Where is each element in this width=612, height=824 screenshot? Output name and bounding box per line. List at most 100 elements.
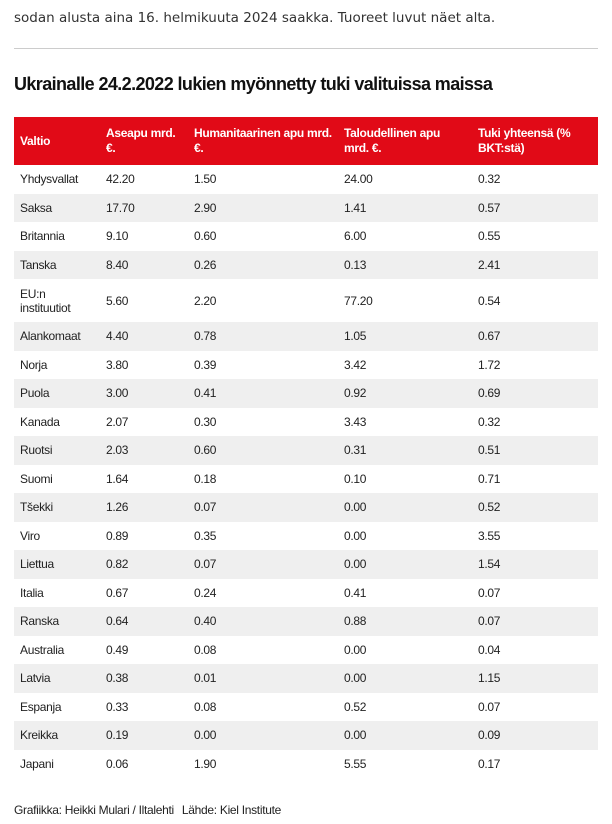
country-cell: Yhdysvallat (20, 172, 79, 187)
table-row: Suomi 1.64 0.18 0.10 0.71 (14, 465, 598, 494)
value-cell: 0.38 (100, 664, 188, 693)
table-row: Britannia 9.10 0.60 6.00 0.55 (14, 222, 598, 251)
value-cell: 0.19 (100, 721, 188, 750)
value-cell: 0.00 (338, 664, 472, 693)
value-cell: 3.00 (100, 379, 188, 408)
country-cell: Italia (20, 585, 44, 600)
value-cell: 1.50 (194, 172, 217, 187)
value-cell: 2.41 (472, 250, 598, 279)
table-row: Saksa 17.70 2.90 1.41 0.57 (14, 193, 598, 222)
header-cell: Humanitaarinen apu mrd. €. (188, 117, 338, 165)
value-cell: 1.05 (338, 322, 472, 351)
footer: Grafiikka: Heikki Mulari / Iltalehti Lähd… (14, 803, 281, 817)
header-cell: Tuki yhteensä (% BKT:stä) (472, 117, 598, 165)
source: Lähde: Kiel Institute (181, 803, 282, 817)
country-cell: Liettua (14, 550, 100, 579)
value-cell: 0.52 (344, 699, 367, 714)
value-cell: 0.17 (478, 756, 501, 771)
value-cell: 0.00 (188, 721, 338, 750)
country-cell: Kanada (20, 414, 60, 429)
value-cell: 24.00 (344, 172, 373, 187)
value-cell: 0.09 (472, 721, 598, 750)
table-row: Viro 0.89 0.35 0.00 3.55 (14, 522, 598, 551)
value-cell: 0.64 (100, 607, 188, 636)
header-cell: Taloudellinen apu mrd. €. (338, 117, 472, 165)
value-cell: 0.00 (338, 493, 472, 522)
country-cell: Alankomaat (14, 322, 100, 351)
value-cell: 0.35 (194, 528, 217, 543)
value-cell: 0.92 (338, 379, 472, 408)
value-cell: 2.03 (100, 436, 188, 465)
table-row: Kanada 2.07 0.30 3.43 0.32 (14, 408, 598, 437)
value-cell: 6.00 (344, 229, 367, 244)
value-cell: 0.00 (338, 550, 472, 579)
value-cell: 0.57 (472, 193, 598, 222)
intro-text: sodan alusta aina 16. helmikuuta 2024 sa… (14, 10, 496, 26)
table-row: Liettua 0.82 0.07 0.00 1.54 (14, 550, 598, 579)
value-cell: 0.89 (106, 528, 129, 543)
value-cell: 8.40 (100, 250, 188, 279)
value-cell: 77.20 (344, 293, 373, 308)
value-cell: 0.54 (478, 293, 501, 308)
value-cell: 4.40 (100, 322, 188, 351)
table-title: Ukrainalle 24.2.2022 lukien myönnetty tu… (14, 74, 493, 94)
country-cell: EU:n instituutiot (20, 286, 71, 315)
value-cell: 3.42 (344, 357, 367, 372)
table-row: Tšekki 1.26 0.07 0.00 0.52 (14, 493, 598, 522)
value-cell: 0.08 (194, 642, 217, 657)
header-cell: Aseapu mrd. €. (100, 117, 188, 165)
table-row: Tanska 8.40 0.26 0.13 2.41 (14, 250, 598, 279)
country-cell: Viro (20, 528, 40, 543)
value-cell: 0.07 (478, 585, 501, 600)
value-cell: 9.10 (106, 229, 129, 244)
country-cell: Puola (14, 379, 100, 408)
value-cell: 0.24 (194, 585, 217, 600)
value-cell: 2.07 (106, 414, 129, 429)
value-cell: 0.07 (188, 550, 338, 579)
value-cell: 0.51 (472, 436, 598, 465)
country-cell: Saksa (14, 193, 100, 222)
country-cell: Norja (20, 357, 48, 372)
value-cell: 0.49 (106, 642, 129, 657)
value-cell: 0.18 (194, 471, 217, 486)
value-cell: 0.31 (338, 436, 472, 465)
value-cell: 0.67 (472, 322, 598, 351)
value-cell: 2.20 (194, 293, 217, 308)
value-cell: 0.07 (188, 493, 338, 522)
value-cell: 3.43 (344, 414, 367, 429)
country-cell: Australia (20, 642, 64, 657)
value-cell: 0.30 (194, 414, 217, 429)
value-cell: 3.55 (478, 528, 501, 543)
country-cell: Suomi (20, 471, 53, 486)
credit: Grafiikka: Heikki Mulari / Iltalehti (14, 803, 174, 817)
value-cell: 0.32 (478, 414, 501, 429)
table-row: Japani 0.06 1.90 5.55 0.17 (14, 750, 598, 779)
table-row: Kreikka 0.19 0.00 0.00 0.09 (14, 721, 598, 750)
data-table: Valtio Aseapu mrd. €. Humanitaarinen apu m… (14, 117, 598, 778)
value-cell: 1.72 (478, 357, 501, 372)
value-cell: 0.69 (472, 379, 598, 408)
country-cell: Japani (20, 756, 54, 771)
value-cell: 0.39 (194, 357, 217, 372)
value-cell: 0.60 (194, 229, 217, 244)
country-cell: Latvia (14, 664, 100, 693)
country-cell: Tšekki (14, 493, 100, 522)
table-row: Australia 0.49 0.08 0.00 0.04 (14, 636, 598, 665)
value-cell: 42.20 (106, 172, 135, 187)
country-cell: Britannia (20, 229, 65, 244)
value-cell: 0.82 (100, 550, 188, 579)
value-cell: 0.78 (188, 322, 338, 351)
value-cell: 0.52 (472, 493, 598, 522)
value-cell: 0.00 (344, 642, 367, 657)
separator (14, 48, 598, 49)
value-cell: 3.80 (106, 357, 129, 372)
value-cell: 1.90 (194, 756, 217, 771)
value-cell: 2.90 (188, 193, 338, 222)
value-cell: 0.60 (188, 436, 338, 465)
value-cell: 1.64 (106, 471, 129, 486)
value-cell: 0.06 (106, 756, 129, 771)
value-cell: 0.41 (188, 379, 338, 408)
value-cell: 0.07 (472, 607, 598, 636)
value-cell: 0.07 (478, 699, 501, 714)
